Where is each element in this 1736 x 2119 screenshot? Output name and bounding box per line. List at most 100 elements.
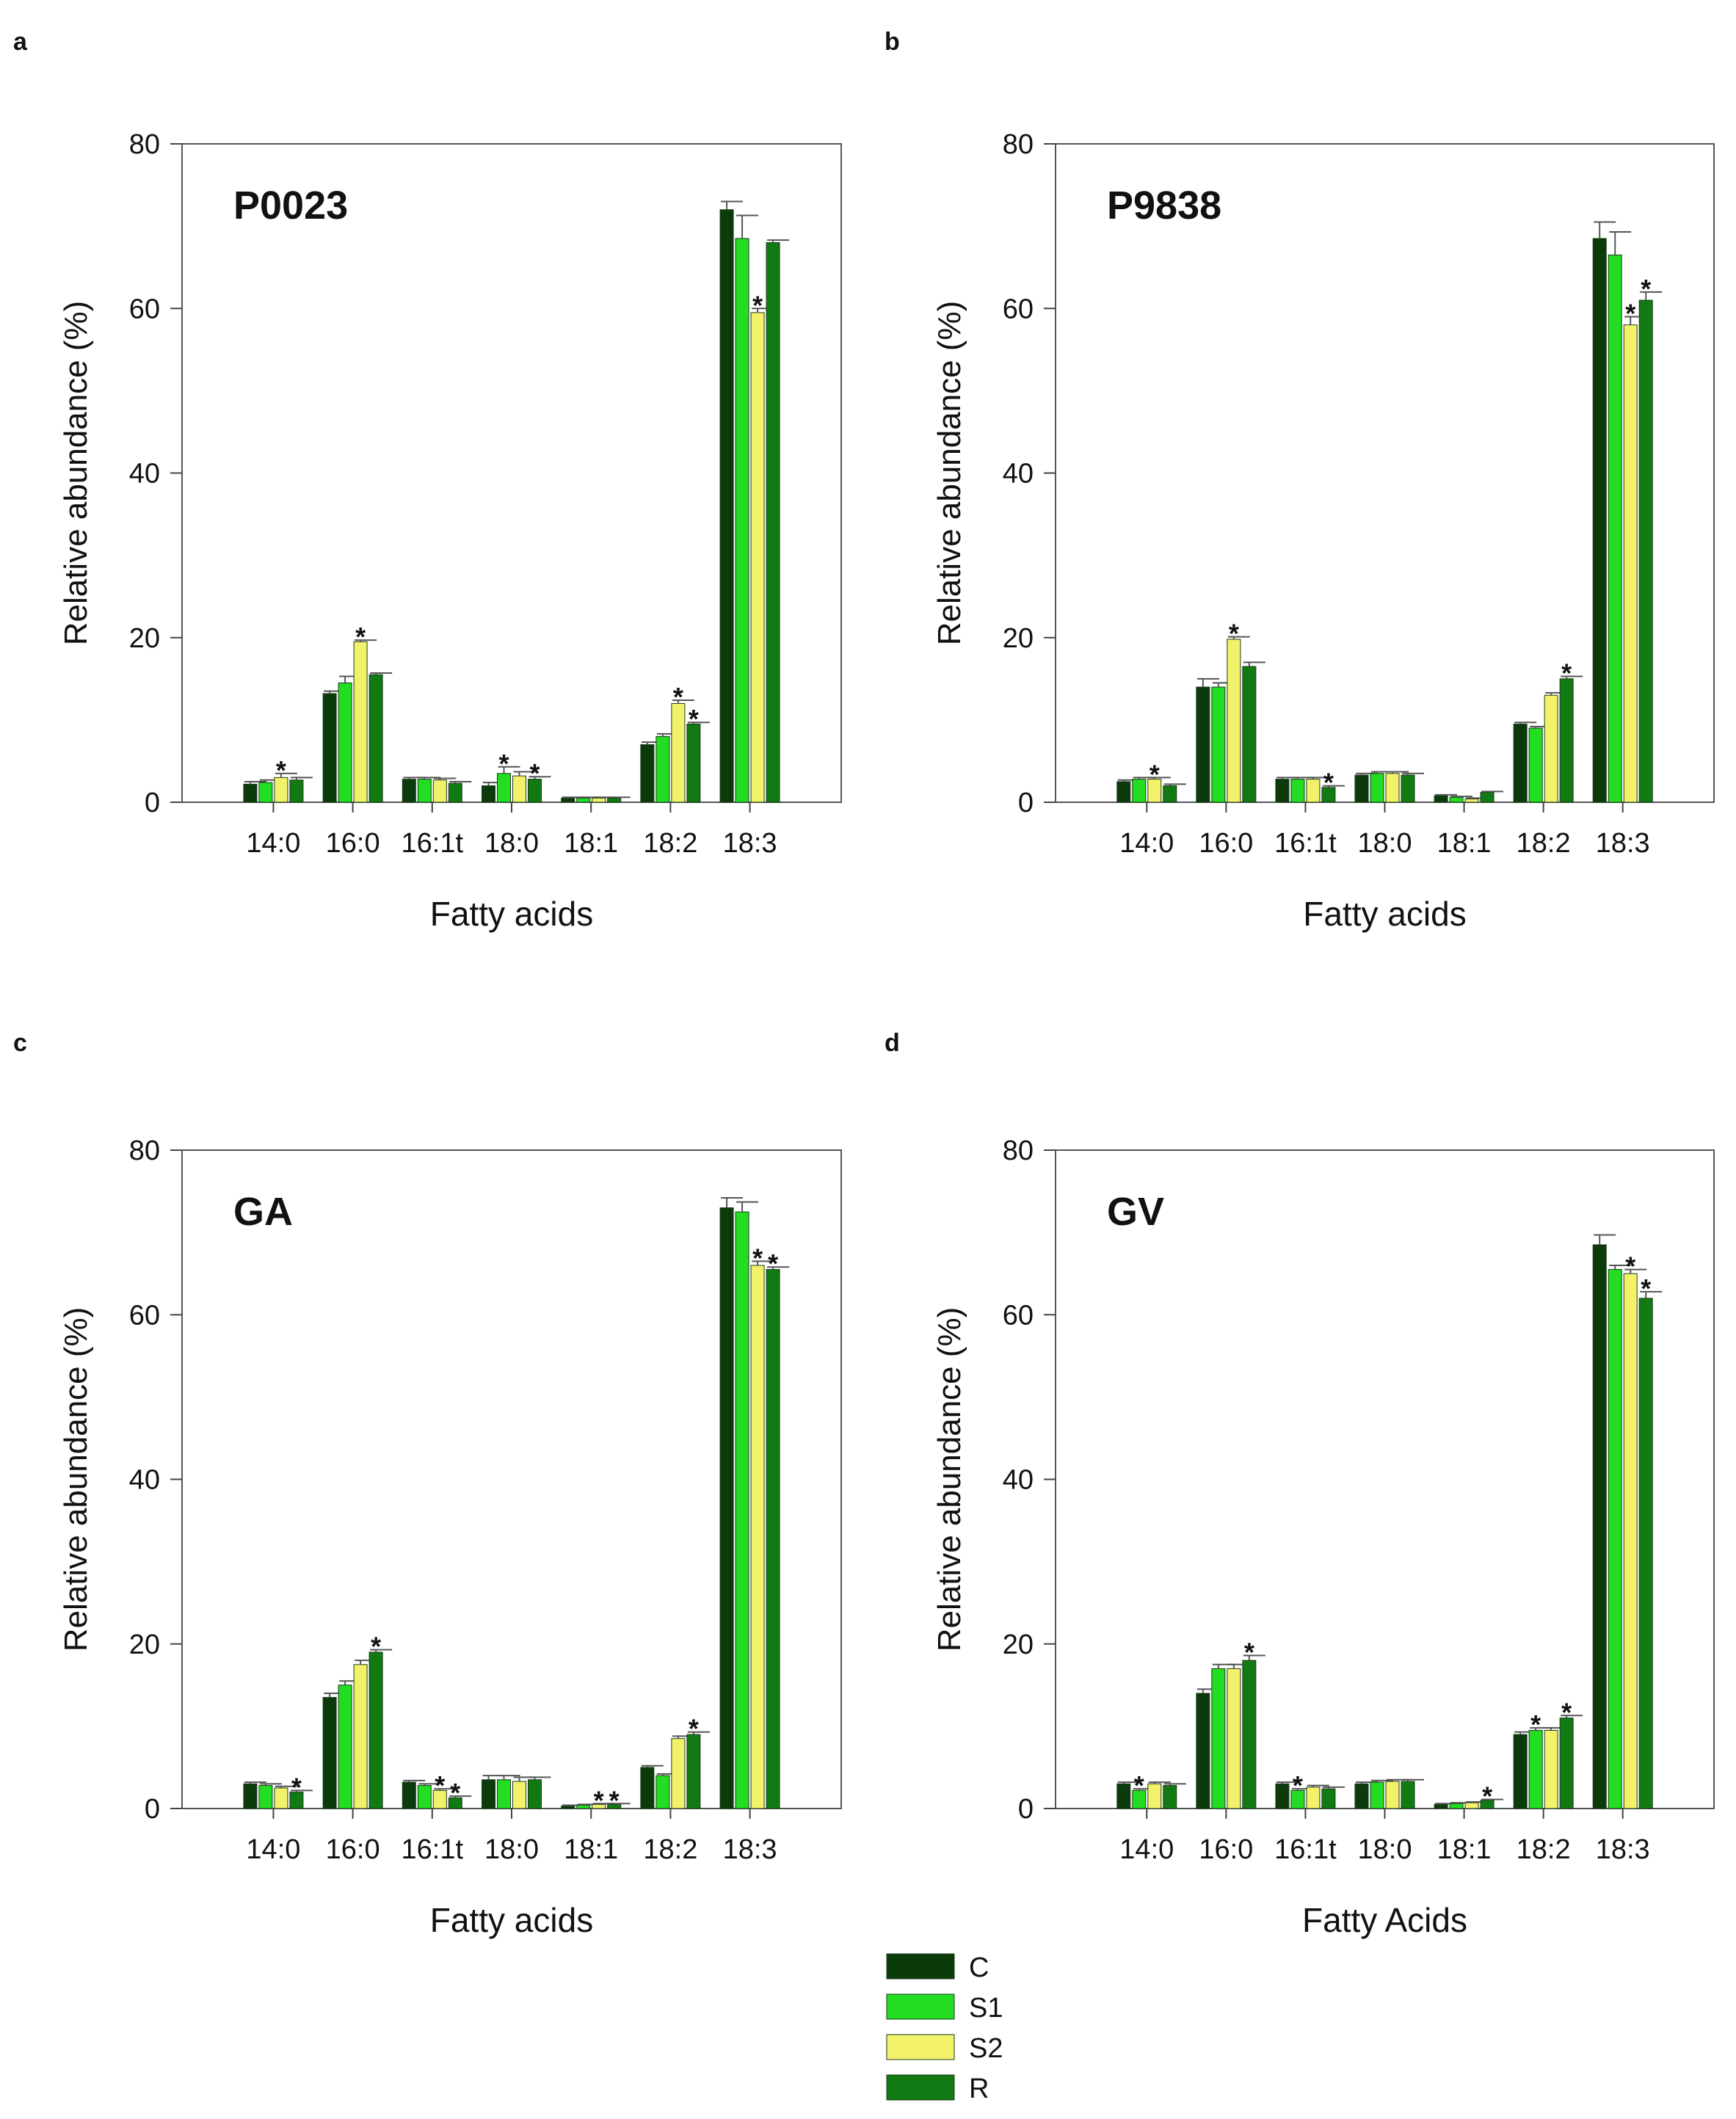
bar-S2 <box>1306 779 1321 803</box>
bar-R <box>1242 666 1257 803</box>
x-tick-label: 18:0 <box>1358 1834 1412 1865</box>
significance-mark: * <box>355 622 366 652</box>
x-axis-label: Fatty acids <box>1303 895 1466 933</box>
bar-S2 <box>1227 639 1241 803</box>
bar-C <box>482 1779 495 1809</box>
significance-mark: * <box>1293 1770 1303 1800</box>
x-axis-label: Fatty Acids <box>1302 1901 1467 1939</box>
significance-mark: * <box>1134 1770 1144 1800</box>
x-axis-label: Fatty acids <box>430 895 593 933</box>
bar-S1 <box>1608 254 1622 803</box>
bar-S2 <box>1544 1729 1558 1809</box>
bar-S1 <box>1528 727 1543 803</box>
significance-mark: * <box>1150 759 1160 789</box>
bar-S1 <box>1370 773 1384 803</box>
x-tick-label: 18:0 <box>484 1834 539 1865</box>
y-tick-label: 0 <box>145 788 160 818</box>
y-tick-label: 80 <box>129 1135 160 1166</box>
bar-R <box>1321 1788 1336 1809</box>
bar-S1 <box>338 682 352 803</box>
bar-S1 <box>735 238 749 803</box>
y-tick-label: 80 <box>1003 129 1034 160</box>
x-tick-label: 18:2 <box>1517 1834 1571 1865</box>
significance-mark: * <box>1323 768 1334 798</box>
panel-letter: d <box>885 1029 900 1057</box>
panel-letter: b <box>885 28 900 56</box>
bar-R <box>448 782 462 803</box>
x-tick-label: 18:2 <box>643 1834 697 1865</box>
y-axis-label: Relative abundance (%) <box>58 1307 94 1652</box>
chart-title: GV <box>1107 1190 1164 1234</box>
significance-mark: * <box>689 1714 699 1744</box>
x-tick-label: 18:0 <box>484 828 539 859</box>
bar-R <box>1638 1298 1653 1809</box>
bar-R <box>686 723 701 803</box>
bar-R <box>368 1651 383 1809</box>
bar-C <box>1275 1783 1290 1809</box>
bar-R <box>1559 1718 1574 1809</box>
bar-C <box>561 797 575 803</box>
bar-S2 <box>1464 799 1479 803</box>
bar-S1 <box>1132 779 1147 803</box>
bar-S1 <box>576 797 591 803</box>
significance-mark: * <box>1641 274 1651 304</box>
x-tick-label: 18:1 <box>1437 1834 1492 1865</box>
bar-C <box>1513 723 1528 803</box>
bar-R <box>1401 774 1415 803</box>
x-tick-label: 18:3 <box>723 1834 777 1865</box>
bar-S2 <box>1623 324 1638 803</box>
x-axis-label: Fatty acids <box>430 1901 593 1939</box>
y-tick-label: 40 <box>129 1465 160 1496</box>
significance-mark: * <box>1625 298 1635 328</box>
bar-R <box>1559 678 1574 803</box>
legend-label-R: R <box>969 2073 989 2104</box>
x-tick-label: 18:2 <box>1517 828 1571 859</box>
legend-swatch-S2 <box>886 2034 955 2060</box>
bar-S2 <box>512 775 526 803</box>
bar-R <box>1638 299 1653 803</box>
bar-S1 <box>1211 1668 1226 1809</box>
bar-C <box>1592 1244 1607 1809</box>
bar-C <box>482 785 495 803</box>
y-tick-label: 20 <box>1003 1629 1034 1660</box>
y-tick-label: 80 <box>1003 1135 1034 1166</box>
panel-c: c 0 20 40 60 80 Relative abundance (%) Fatty ac… <box>13 1029 842 1939</box>
bar-S1 <box>258 782 273 803</box>
chart-title: GA <box>233 1190 293 1234</box>
x-tick-label: 16:0 <box>1199 828 1253 859</box>
bar-C <box>1116 1783 1131 1809</box>
bar-C <box>243 783 258 803</box>
bar-S1 <box>1211 686 1226 803</box>
significance-mark: * <box>276 755 286 785</box>
x-tick-label: 18:2 <box>643 828 697 859</box>
bar-S2 <box>671 1738 686 1809</box>
legend-label-S2: S2 <box>969 2033 1003 2064</box>
y-tick-label: 40 <box>1003 459 1034 490</box>
bar-S2 <box>432 779 447 803</box>
legend: C S1 S2 R <box>886 1952 1003 2104</box>
significance-mark: * <box>609 1785 620 1815</box>
bar-S2 <box>750 1265 765 1809</box>
y-tick-label: 20 <box>129 623 160 654</box>
significance-mark: * <box>673 682 683 712</box>
bar-C <box>322 693 337 803</box>
bar-R <box>1242 1660 1257 1809</box>
legend-swatch-C <box>886 1953 955 1980</box>
bar-C <box>322 1697 337 1809</box>
significance-mark: * <box>689 704 699 734</box>
bar-R <box>766 242 780 803</box>
bar-R <box>607 797 622 803</box>
bar-S2 <box>353 1664 368 1809</box>
chart-title: P9838 <box>1107 183 1221 228</box>
bar-S2 <box>512 1781 526 1809</box>
bar-S1 <box>417 779 432 803</box>
bar-S1 <box>655 735 670 803</box>
significance-mark: * <box>1641 1273 1651 1304</box>
y-tick-label: 20 <box>1003 623 1034 654</box>
x-tick-label: 14:0 <box>246 828 300 859</box>
y-tick-label: 60 <box>1003 294 1034 324</box>
bar-C <box>402 779 416 803</box>
significance-mark: * <box>1561 658 1572 688</box>
x-tick-label: 16:1t <box>402 1834 464 1865</box>
